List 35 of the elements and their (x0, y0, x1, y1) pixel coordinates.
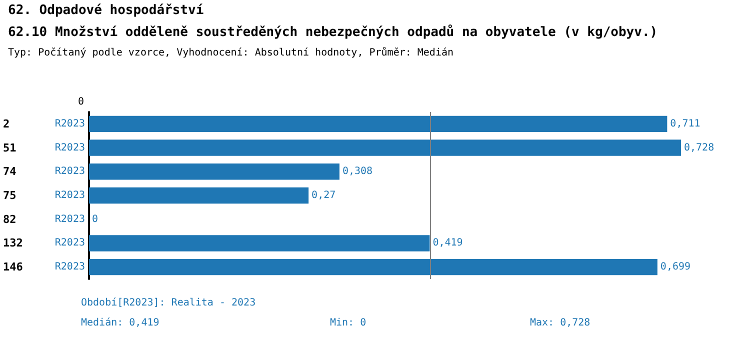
y-tick-label: 75 (3, 189, 16, 202)
data-label: 0,711 (670, 118, 700, 130)
y-tick-label: 51 (3, 141, 17, 154)
text: R2023 (54, 238, 85, 249)
chart-subtitle: 62.10 Množství odděleně soustředěných nebezpečných odpadů na obyvatele (v kg/obyv.) (8, 24, 658, 40)
y-tick-label: 82 (3, 212, 16, 226)
data-label: 0,308 (342, 166, 373, 178)
bar (89, 116, 668, 132)
text: R2023 (54, 190, 85, 201)
text: Období[R2023]: Realita - 2023 (81, 298, 256, 308)
data-label: 0,419 (432, 238, 463, 249)
bar (89, 140, 681, 156)
bar (89, 164, 340, 180)
text: Typ: Počítaný podle vzorce, Vyhodnocení: Absolutní hodnoty, Průměr: Medián (8, 46, 454, 58)
y-tick-label: 74 (3, 165, 17, 178)
y-tick-label: 132 (3, 236, 23, 250)
y-tick-label: 2 (3, 117, 10, 130)
bar (89, 258, 658, 276)
data-label: 0 (92, 214, 98, 225)
text: R2023 (54, 166, 85, 178)
text: R2023 (54, 262, 85, 273)
data-label: 0,27 (312, 190, 336, 201)
data-label: 0,728 (684, 142, 714, 154)
text: R2023 (54, 142, 85, 154)
text: 0 (78, 96, 84, 108)
chart-title: 62. Odpadové hospodářství (8, 3, 204, 18)
y-tick-label: 146 (3, 260, 24, 274)
text: Min: 0 (330, 318, 366, 328)
text: Max: 0,728 (530, 318, 590, 328)
bar (89, 235, 430, 252)
bar (89, 187, 309, 204)
text: Medián: 0,419 (81, 318, 160, 328)
data-label: 0,699 (660, 262, 691, 273)
text: R2023 (54, 214, 85, 225)
series-label: R2023 (54, 118, 85, 130)
